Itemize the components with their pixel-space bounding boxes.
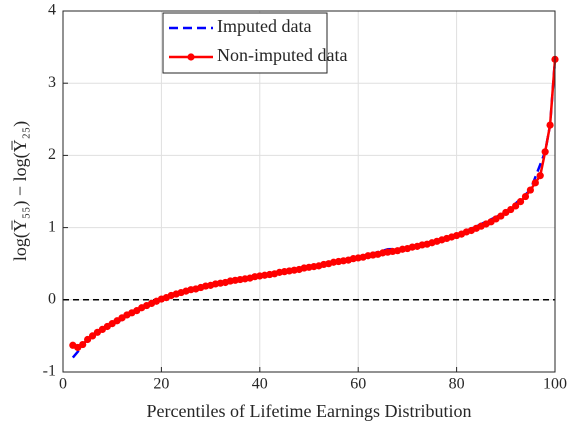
data-point bbox=[536, 172, 544, 180]
legend-marker bbox=[187, 53, 195, 61]
y-tick-label: 4 bbox=[48, 2, 56, 19]
axes-box bbox=[62, 10, 556, 373]
legend: Imputed data Non-imputed data bbox=[162, 12, 347, 74]
y-tick-label: -1 bbox=[43, 363, 56, 380]
data-point bbox=[84, 335, 92, 344]
data-point bbox=[507, 205, 515, 214]
legend-box bbox=[162, 12, 328, 74]
data-point bbox=[516, 198, 525, 206]
x-tick-label: 60 bbox=[350, 376, 366, 393]
data-point bbox=[546, 121, 554, 129]
data-point bbox=[521, 192, 530, 201]
data-point bbox=[531, 179, 539, 187]
y-tick-label: 3 bbox=[48, 74, 56, 91]
x-tick-label: 20 bbox=[153, 376, 169, 393]
x-tick-label: 0 bbox=[59, 376, 67, 393]
legend-label: Non-imputed data bbox=[217, 45, 347, 65]
x-tick-label: 40 bbox=[252, 376, 268, 393]
legend-label: Imputed data bbox=[217, 16, 311, 36]
data-point bbox=[88, 332, 97, 340]
y-tick-label: 0 bbox=[48, 290, 56, 307]
y-tick-label: 2 bbox=[48, 146, 56, 163]
x-tick-label: 80 bbox=[449, 376, 465, 393]
data-point bbox=[541, 148, 549, 156]
x-axis-label: Percentiles of Lifetime Earnings Distrib… bbox=[147, 401, 472, 421]
y-axis-label: log(Y̅₅₅) − log(Y̅₂₅) bbox=[10, 121, 31, 261]
data-point bbox=[79, 340, 87, 349]
data-point bbox=[526, 186, 535, 194]
y-tick-label: 1 bbox=[48, 218, 56, 235]
data-point bbox=[497, 212, 505, 220]
x-tick-label: 100 bbox=[543, 376, 567, 393]
data-point bbox=[512, 202, 520, 210]
